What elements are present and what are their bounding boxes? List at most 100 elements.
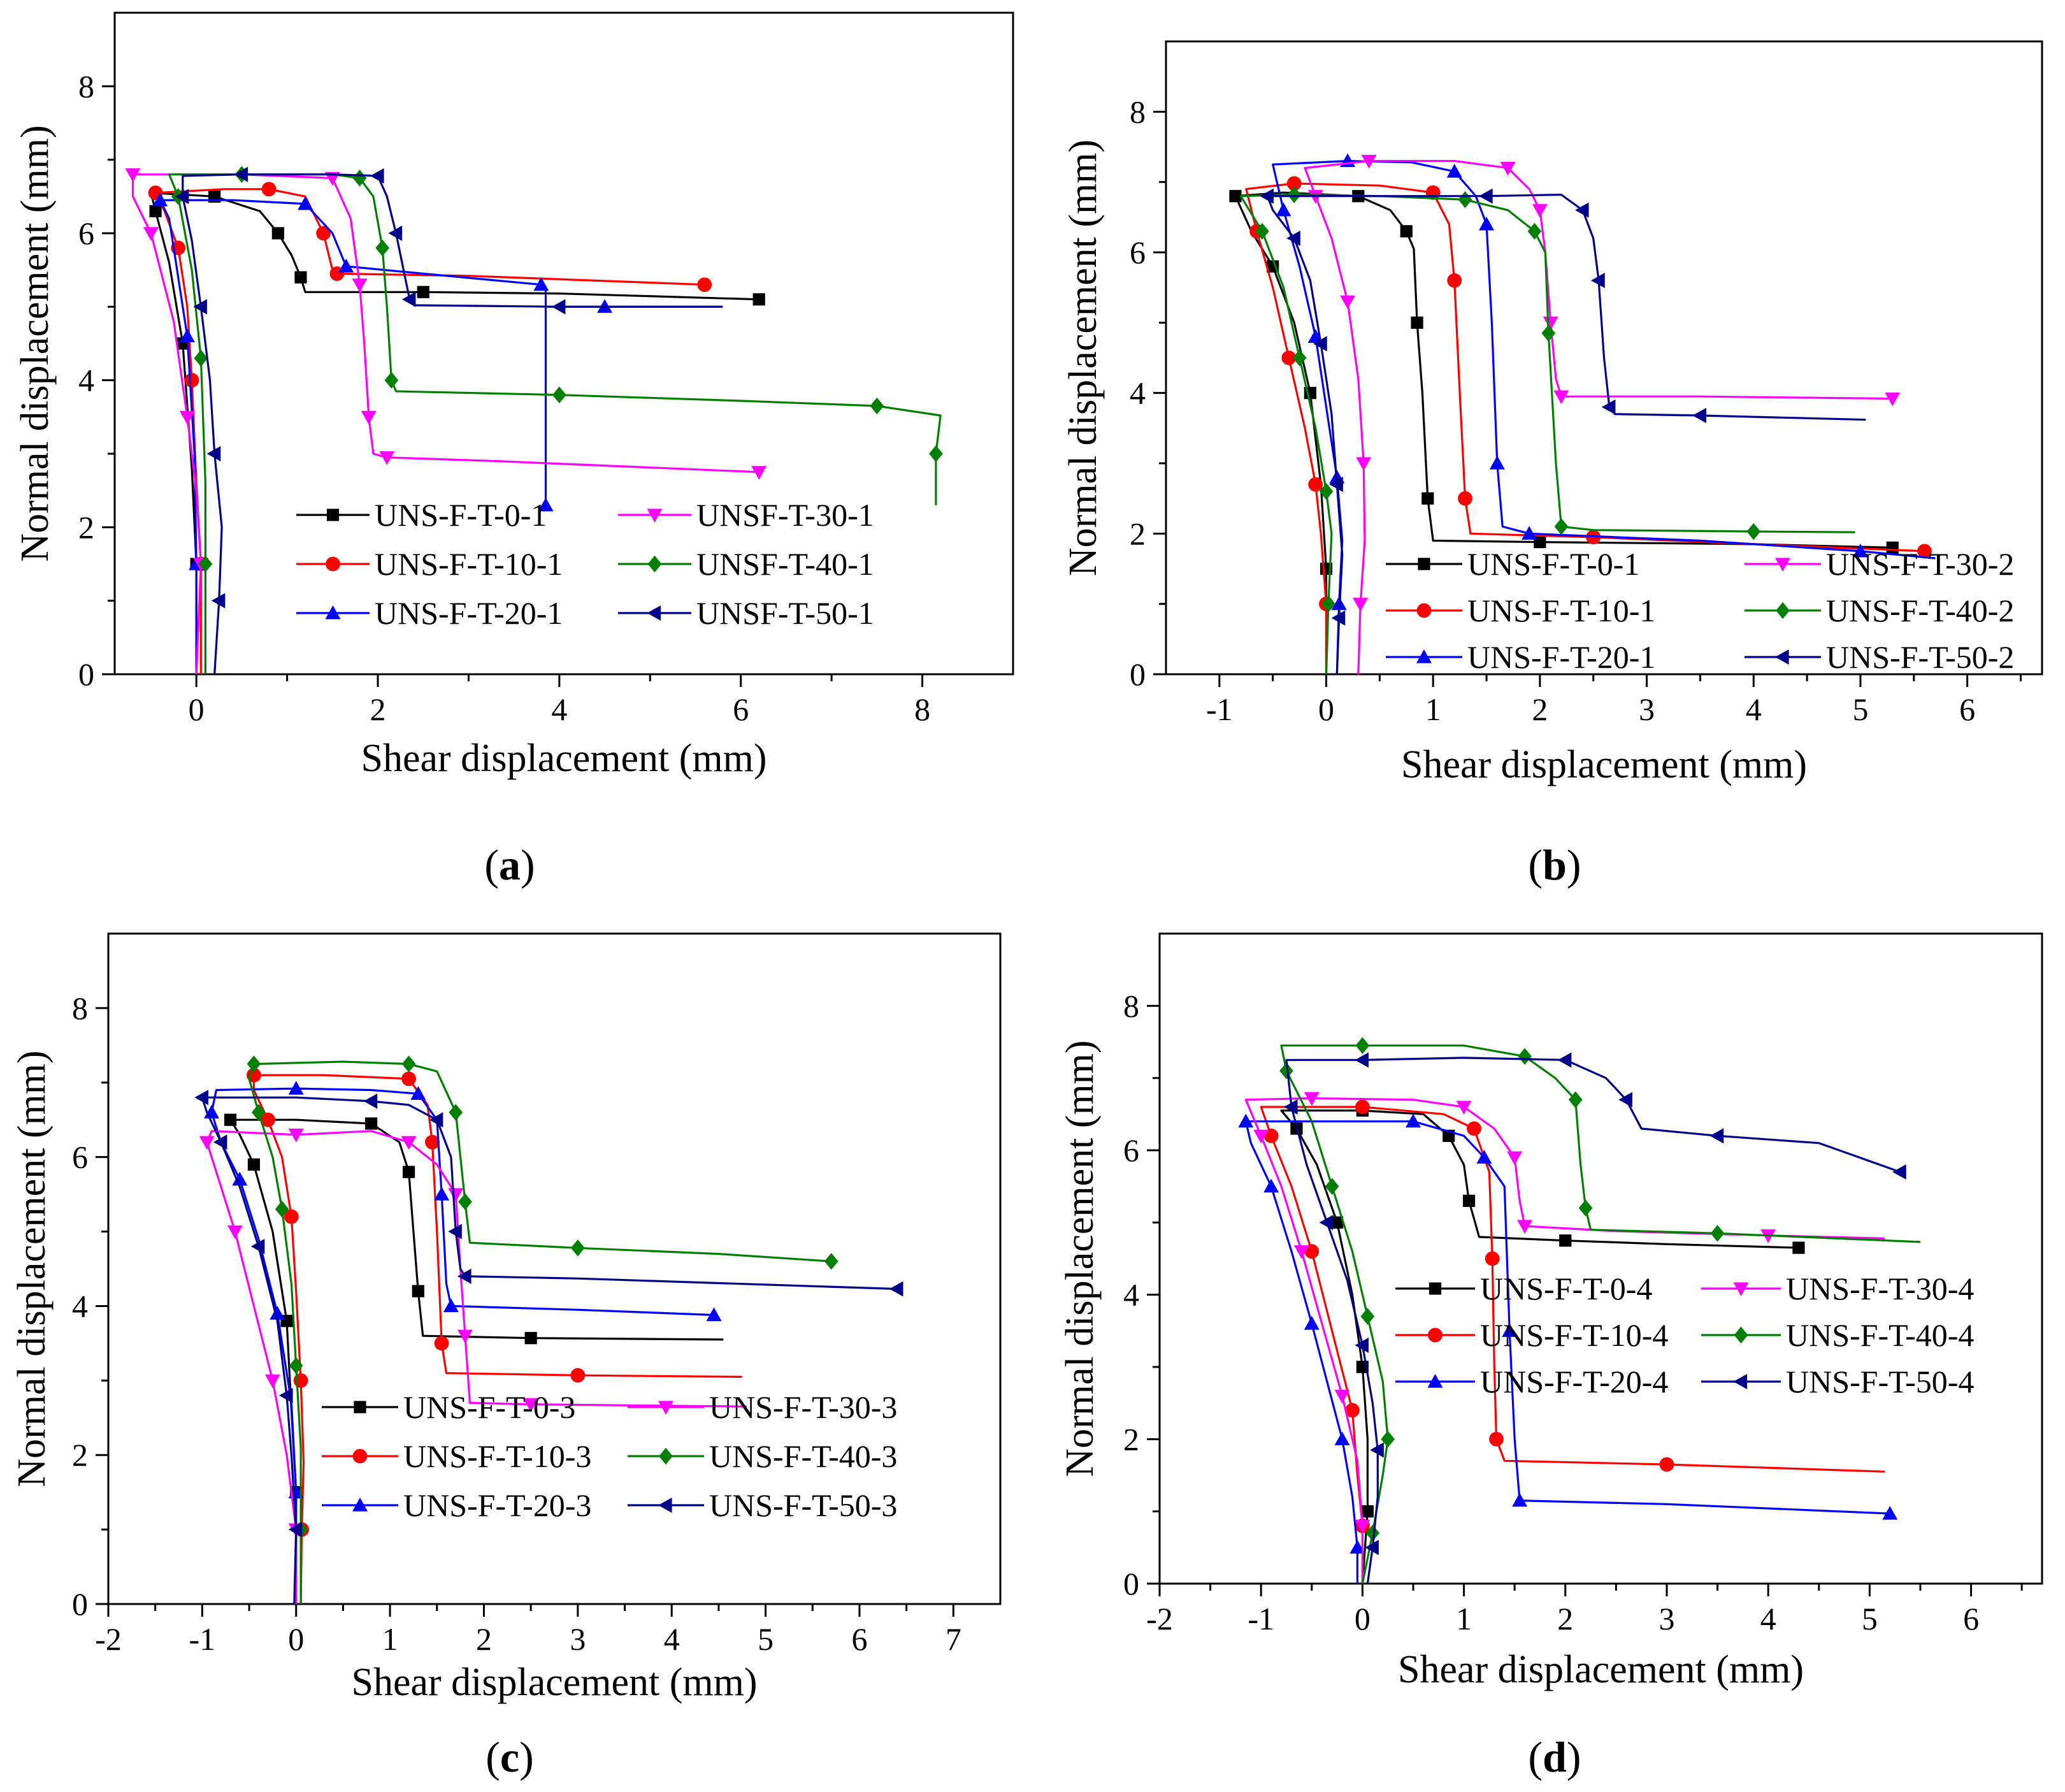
data-point-marker [199, 1136, 215, 1150]
data-point-marker [1283, 1099, 1298, 1115]
data-point-marker [179, 328, 195, 343]
data-point-marker [298, 196, 313, 210]
data-point-marker [1361, 154, 1377, 169]
x-tick-label: 4 [551, 691, 567, 727]
data-point-marker [1260, 188, 1274, 204]
legend-swatch-marker [326, 556, 340, 572]
legend-entry-label: UNS-F-T-40-3 [709, 1438, 897, 1474]
legend-entry-label: UNS-F-T-20-1 [375, 595, 563, 631]
data-point-marker [232, 1171, 248, 1186]
legend-swatch-marker [326, 509, 340, 521]
data-point-marker [1447, 273, 1462, 288]
x-tick-label: 4 [1760, 1601, 1776, 1637]
x-tick-label: 2 [476, 1621, 492, 1657]
data-point-marker [247, 1158, 261, 1171]
data-point-marker [1263, 1128, 1279, 1143]
data-point-marker [1456, 1101, 1472, 1115]
data-point-marker [524, 1332, 537, 1345]
x-tick-label: 1 [1425, 691, 1441, 727]
x-tick-label: 0 [189, 691, 205, 727]
x-tick-label: -1 [1206, 691, 1233, 727]
legend-entry-label: UNS-F-T-0-1 [1467, 546, 1639, 582]
x-tick-label: 6 [1959, 691, 1975, 727]
series-line-UNS-F-T-30-2 [1304, 160, 1893, 674]
data-point-marker [1591, 273, 1605, 289]
data-point-marker [1334, 1389, 1350, 1404]
data-point-marker [288, 1522, 303, 1538]
series-line-UNS-F-T-0-3 [229, 1118, 724, 1604]
data-point-marker [1852, 543, 1868, 558]
data-point-marker [179, 410, 195, 425]
data-point-marker [752, 293, 765, 306]
legend-entry-label: UNS-F-T-10-3 [403, 1438, 591, 1474]
data-point-marker [193, 299, 207, 315]
series-line-UNS-F-T-0-1 [150, 192, 759, 674]
legend-swatch-marker [1733, 1282, 1749, 1296]
data-point-marker [1512, 1492, 1528, 1507]
data-point-marker [571, 1239, 585, 1257]
legend-entry-label: UNS-F-T-20-1 [1467, 639, 1655, 675]
data-point-marker [751, 466, 767, 480]
data-point-marker [552, 386, 566, 403]
data-point-marker [1692, 407, 1707, 423]
data-point-marker [184, 373, 199, 388]
data-point-marker [289, 1357, 303, 1375]
legend-entry-label: UNSF-T-50-1 [696, 595, 874, 631]
data-point-marker [194, 1090, 208, 1106]
data-point-marker [1659, 1457, 1674, 1472]
data-point-marker [279, 1387, 293, 1403]
data-point-marker [1518, 1048, 1532, 1065]
legend: UNS-F-T-0-3 UNS-F-T-10-3 UNS-F-T-20-3 UNS-F… [322, 1389, 897, 1523]
data-point-marker [261, 1112, 275, 1127]
legend-swatch-marker [352, 1449, 368, 1464]
legend-entry-label: UNS-F-T-30-2 [1826, 546, 2014, 582]
data-point-marker [1485, 1251, 1500, 1266]
data-point-marker [1253, 1129, 1269, 1144]
legend-swatch-marker [658, 1401, 673, 1415]
data-point-marker [251, 1104, 266, 1121]
data-point-marker [434, 1187, 450, 1201]
data-point-marker [152, 192, 168, 206]
x-tick-label: 8 [914, 691, 930, 727]
panel-label: (a) [484, 841, 535, 889]
data-point-marker [1319, 482, 1334, 500]
plot-frame [107, 932, 1002, 1605]
series-line-UNS-F-T-20-4 [1244, 1120, 1890, 1584]
data-point-marker [1355, 1099, 1370, 1115]
x-tick-label: 3 [570, 1621, 586, 1657]
data-point-marker [870, 397, 884, 415]
data-point-marker [1792, 1241, 1805, 1254]
plot-frame [1158, 932, 2043, 1585]
series-group [1229, 153, 1936, 674]
y-tick-label: 2 [72, 1437, 88, 1473]
data-point-marker [1286, 176, 1302, 191]
data-point-marker [1574, 202, 1589, 218]
data-point-marker [1746, 523, 1761, 540]
legend-swatch-marker [1416, 649, 1432, 663]
legend: UNS-F-T-0-1 UNS-F-T-10-1 UNS-F-T-20-1 UNS-F… [1386, 546, 2014, 675]
data-point-marker [1293, 1245, 1309, 1259]
data-point-marker [198, 555, 213, 573]
data-point-marker [1489, 1431, 1504, 1447]
data-point-marker [1345, 1403, 1360, 1418]
data-point-marker [1476, 1150, 1492, 1164]
data-point-marker [1361, 1505, 1374, 1518]
series-line-UNS-F-T-50-3 [201, 1096, 897, 1604]
data-point-marker [1313, 336, 1327, 352]
data-point-marker [1554, 518, 1569, 535]
legend: UNS-F-T-0-4 UNS-F-T-10-4 UNS-F-T-20-4 UNS-F… [1395, 1271, 1974, 1399]
x-tick-label: 0 [1318, 691, 1334, 727]
data-point-marker [1411, 316, 1423, 329]
data-point-marker [1255, 222, 1269, 240]
data-point-marker [1340, 295, 1356, 310]
data-point-marker [375, 239, 389, 257]
x-tick-label: 0 [288, 1621, 304, 1657]
y-axis-title: Normal displacement (mm) [1058, 1040, 1102, 1477]
y-axis-title: Normal displacement (mm) [1061, 140, 1105, 576]
data-point-marker [401, 1055, 416, 1073]
legend-swatch-marker [1428, 1282, 1442, 1295]
x-axis-title: Shear displacement (mm) [361, 737, 766, 780]
data-point-marker [1532, 204, 1548, 218]
data-point-marker [443, 1298, 459, 1313]
y-tick-label: 4 [78, 363, 94, 398]
